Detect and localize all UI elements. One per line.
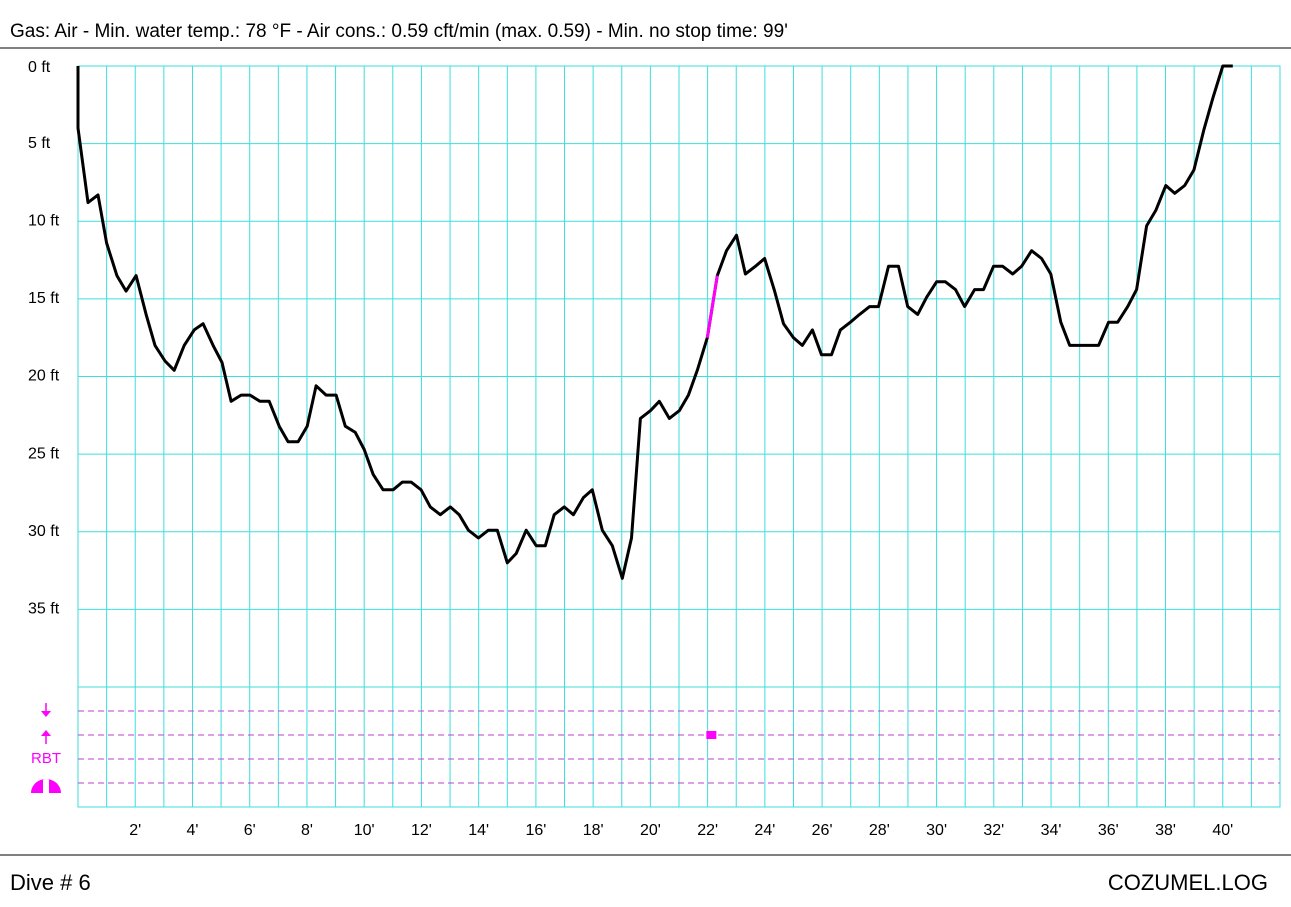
- y-tick-label: 35 ft: [28, 601, 60, 618]
- grid: [77, 65, 1281, 808]
- x-tick-label: 24': [754, 822, 775, 839]
- y-tick-label: 30 ft: [28, 523, 60, 540]
- x-tick-label: 4': [186, 822, 198, 839]
- x-tick-label: 6': [244, 822, 256, 839]
- x-tick-label: 8': [301, 822, 313, 839]
- x-tick-label: 14': [468, 822, 489, 839]
- y-tick-label: 0 ft: [28, 59, 51, 76]
- y-tick-label: 20 ft: [28, 368, 60, 385]
- ascent-alarm: [706, 731, 717, 739]
- x-tick-label: 20': [640, 822, 661, 839]
- x-tick-label: 16': [525, 822, 546, 839]
- x-tick-label: 12': [411, 822, 432, 839]
- deco-icon: [31, 779, 61, 793]
- x-tick-label: 2': [129, 822, 141, 839]
- depth-profile: [705, 275, 719, 338]
- y-tick-label: 15 ft: [28, 290, 60, 307]
- x-tick-label: 22': [697, 822, 718, 839]
- x-tick-label: 28': [869, 822, 890, 839]
- event-icons: [31, 703, 61, 793]
- x-tick-label: 38': [1155, 822, 1176, 839]
- x-tick-label: 26': [812, 822, 833, 839]
- x-tick-label: 10': [354, 822, 375, 839]
- y-tick-label: 5 ft: [28, 135, 51, 152]
- header-text: Gas: Air - Min. water temp.: 78 °F - Air…: [10, 21, 788, 42]
- y-tick-label: 10 ft: [28, 212, 60, 229]
- x-tick-label: 18': [583, 822, 604, 839]
- x-tick-label: 40': [1212, 822, 1233, 839]
- depth-profile: [76, 64, 1233, 580]
- dive-number: Dive # 6: [10, 870, 91, 895]
- event-rows: [78, 710, 1280, 784]
- x-tick-label: 32': [983, 822, 1004, 839]
- descent-icon: [41, 711, 51, 717]
- x-tick-label: 36': [1098, 822, 1119, 839]
- x-tick-label: 34': [1041, 822, 1062, 839]
- x-tick-label: 30': [926, 822, 947, 839]
- rbt-label: RBT: [31, 750, 61, 767]
- plot: 0 ft 5 ft 10 ft 15 ft 20 ft 25 ft 30 ft 35 ft 2'…: [28, 59, 1233, 839]
- file-name: COZUMEL.LOG: [1108, 870, 1268, 895]
- y-tick-label: 25 ft: [28, 445, 60, 462]
